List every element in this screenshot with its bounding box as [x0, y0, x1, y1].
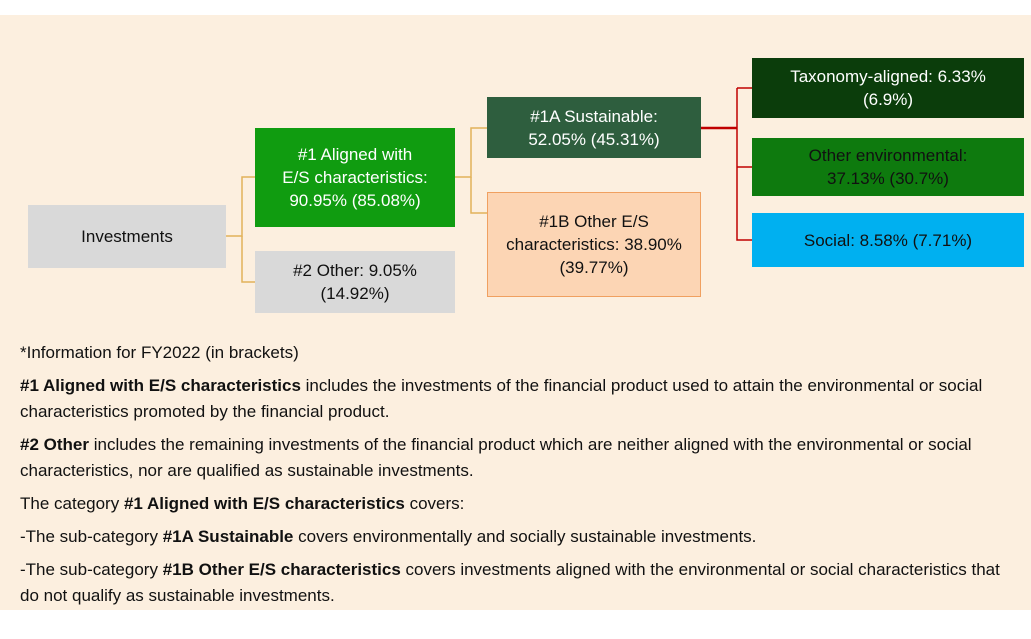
- node-box: Other environmental: 37.13% (30.7%): [752, 138, 1024, 196]
- node-label: #1B Other E/S: [539, 212, 649, 231]
- node-label: #1 Aligned with: [297, 145, 413, 164]
- node-box: #2 Other: 9.05% (14.92%): [255, 251, 455, 313]
- node-box: #1 Aligned with E/S characteristics: 90.95…: [255, 128, 455, 227]
- connector: [470, 177, 487, 214]
- note-text: #1 Aligned with E/S characteristics: [123, 494, 405, 513]
- note-paragraph: *Information for FY2022 (in brackets): [20, 340, 1020, 366]
- note-text: #2 Other: [20, 435, 89, 454]
- note-text: covers environmentally and socially sust…: [293, 527, 757, 546]
- connector: [241, 236, 255, 283]
- note-text: includes the remaining investments of th…: [20, 435, 972, 480]
- note-paragraph: -The sub-category #1B Other E/S characte…: [20, 557, 1020, 609]
- node-label: (14.92%): [320, 284, 390, 303]
- note-paragraph: #1 Aligned with E/S characteristics incl…: [20, 373, 1020, 425]
- node-label: characteristics: 38.90%: [506, 235, 682, 254]
- note-text: covers investments aligned with the envi…: [20, 560, 1000, 605]
- node-label: E/S characteristics:: [282, 168, 428, 187]
- node-box: Social: 8.58% (7.71%): [752, 213, 1024, 267]
- note-text: *Information for FY2022 (in brackets): [20, 343, 299, 362]
- node-label: Other environmental:: [808, 146, 968, 165]
- node-label: #2 Other: 9.05%: [293, 261, 417, 280]
- node-label: 37.13% (30.7%): [827, 169, 949, 188]
- node-label: Taxonomy-aligned: 6.33%: [790, 67, 986, 86]
- node-label: Social: 8.58% (7.71%): [803, 230, 973, 250]
- note-text: -The sub-category: [20, 560, 163, 579]
- node-label: 52.05% (45.31%): [528, 129, 660, 149]
- node-box: #1B Other E/S characteristics: 38.90% (39.…: [487, 192, 701, 297]
- note-paragraph: -The sub-category #1A Sustainable covers…: [20, 524, 1020, 550]
- note-text: #1 Aligned with E/S characteristics: [20, 376, 301, 395]
- node-label: (6.9%): [862, 90, 914, 109]
- node-label: 90.95% (85.08%): [289, 191, 421, 210]
- note-text: -The sub-category: [20, 527, 163, 546]
- note-paragraph: #2 Other includes the remaining investme…: [20, 432, 1020, 484]
- note-paragraph: The category #1 Aligned with E/S charact…: [20, 491, 1020, 517]
- node-box: Investments: [28, 205, 226, 268]
- note-text: #1B Other E/S characteristics: [162, 560, 401, 579]
- notes: *Information for FY2022 (in brackets) #1 …: [20, 340, 1020, 616]
- note-text: #1A Sustainable: [162, 527, 294, 546]
- node-box: #1A Sustainable: 52.05% (45.31%): [487, 97, 701, 158]
- node-label: Investments: [81, 227, 173, 246]
- note-text: includes the investments of the financia…: [20, 376, 983, 421]
- node-box: Taxonomy-aligned: 6.33% (6.9%): [752, 58, 1024, 118]
- connector: [455, 127, 487, 178]
- note-text: The category: [20, 494, 124, 513]
- node-label: #1A Sustainable:: [530, 106, 658, 126]
- note-text: covers:: [404, 494, 465, 513]
- node-label: (39.77%): [559, 258, 629, 277]
- connector: [736, 87, 752, 241]
- connector: [226, 176, 255, 237]
